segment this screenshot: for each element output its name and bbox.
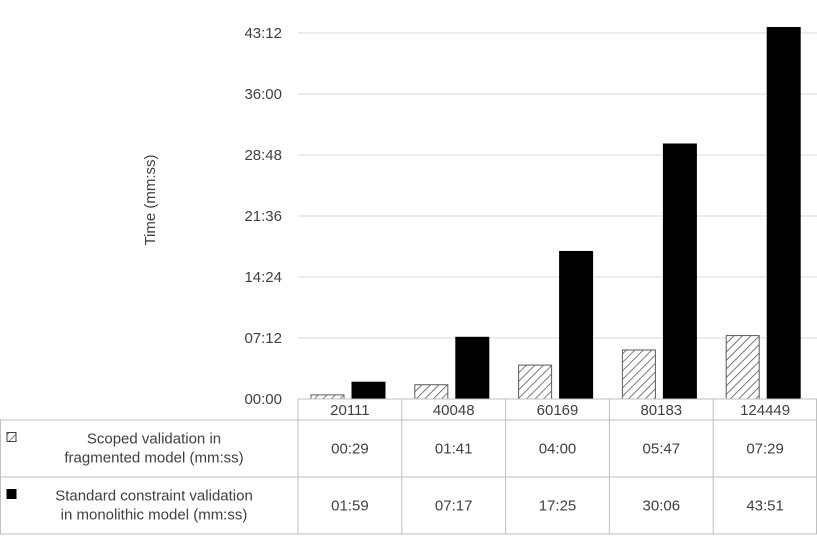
data-label: 07:29	[746, 441, 784, 458]
data-label: 04:00	[539, 441, 577, 458]
bar-scoped-124449	[725, 335, 760, 400]
data-label: 30:06	[643, 498, 681, 515]
x-category-label: 60169	[537, 402, 579, 419]
bar-scoped-20111	[310, 394, 345, 400]
legend-key-scoped	[6, 432, 17, 442]
y-tick-label: 28:48	[244, 147, 282, 164]
legend-key-standard	[6, 489, 17, 499]
x-category-label: 124449	[740, 402, 790, 419]
bar-scoped-80183	[621, 349, 656, 400]
x-category-label: 80183	[640, 402, 682, 419]
y-tick-label: 14:24	[244, 269, 282, 286]
data-label: 01:41	[435, 441, 473, 458]
y-tick-label: 36:00	[244, 86, 282, 103]
bar-standard-60169	[559, 250, 594, 400]
legend-label-scoped: fragmented model (mm:ss)	[64, 450, 243, 467]
gridlines	[298, 32, 817, 400]
data-table: 20111 40048 60169 80183 124449 Scoped validat…	[0, 398, 817, 535]
bars	[310, 26, 801, 400]
y-tick-label: 00:00	[244, 391, 282, 408]
data-label: 07:17	[435, 498, 473, 515]
x-category-label: 40048	[433, 402, 475, 419]
y-tick-label: 43:12	[244, 25, 282, 42]
legend-label-standard: in monolithic model (mm:ss)	[61, 507, 248, 524]
bar-standard-80183	[662, 143, 697, 400]
bar-scoped-60169	[518, 364, 553, 400]
data-label: 01:59	[331, 498, 369, 515]
data-label: 00:29	[331, 441, 369, 458]
y-axis-label: Time (mm:ss)	[142, 154, 159, 245]
bar-scoped-40048	[414, 384, 449, 400]
legend-label-scoped: Scoped validation in	[87, 431, 221, 448]
bar-standard-124449	[766, 26, 801, 400]
y-axis-ticks: 00:00 07:12 14:24 21:36 28:48 36:00 43:12	[244, 25, 282, 408]
bar-standard-40048	[455, 336, 490, 400]
bar-standard-20111	[351, 381, 386, 400]
legend-label-standard: Standard constraint validation	[55, 488, 253, 505]
data-label: 05:47	[643, 441, 681, 458]
x-category-label: 20111	[330, 402, 370, 419]
data-label: 17:25	[539, 498, 577, 515]
y-tick-label: 07:12	[244, 330, 282, 347]
y-tick-label: 21:36	[244, 208, 282, 225]
data-label: 43:51	[746, 498, 784, 515]
